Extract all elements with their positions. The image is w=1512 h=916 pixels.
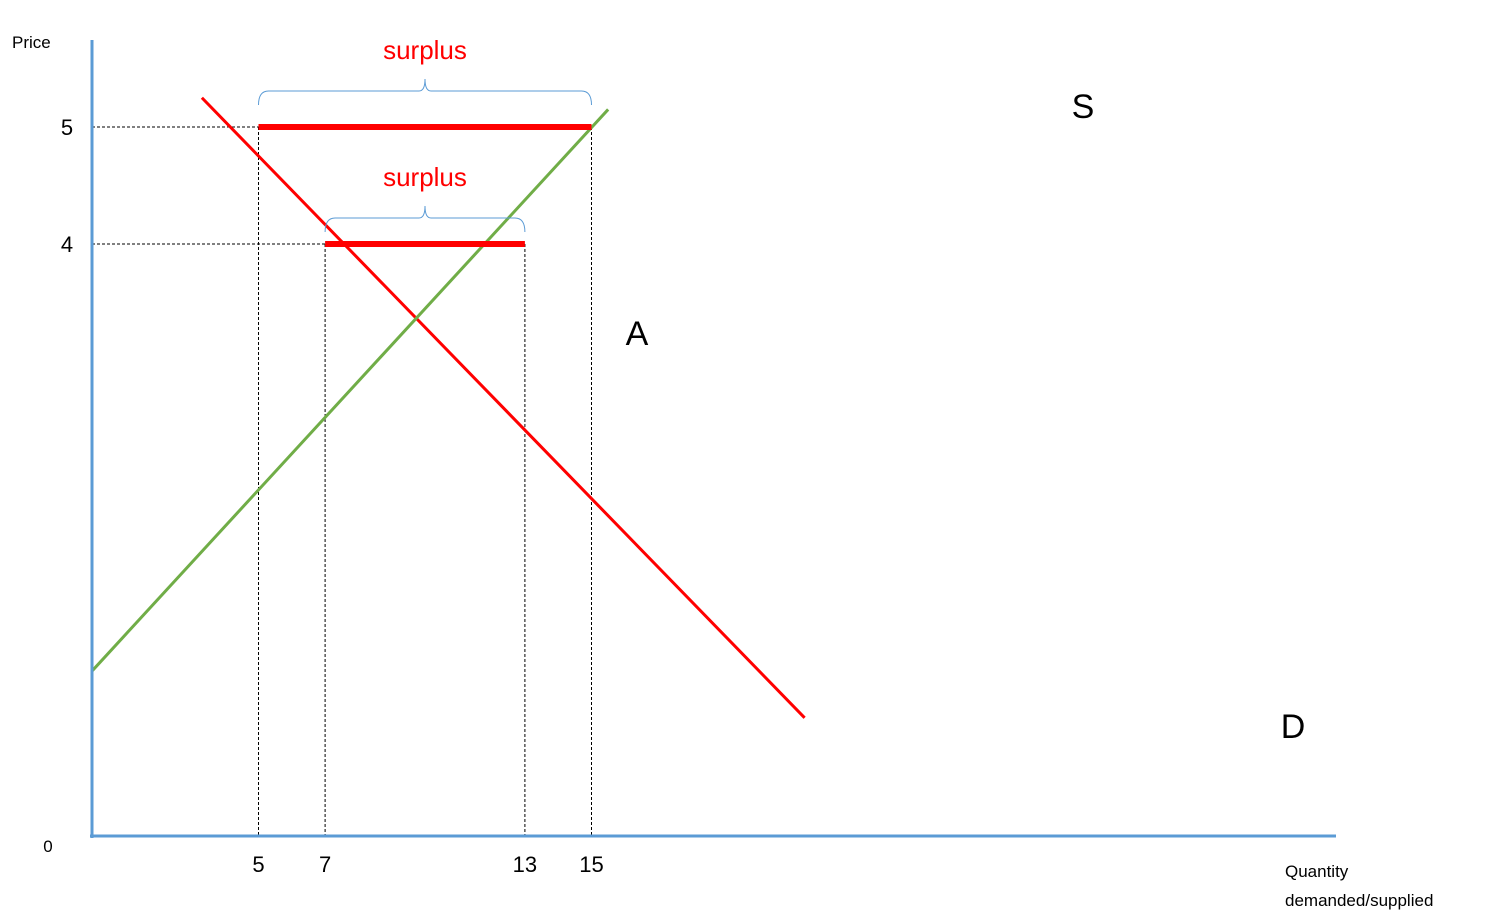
series-labels: D S A (626, 88, 1306, 746)
demand-curve (200, 96, 806, 719)
supply-label: S (1072, 88, 1095, 126)
x-tick-label-15: 15 (579, 852, 603, 877)
surplus-label-5: surplus (383, 35, 467, 65)
surplus-braces: surplus surplus (258, 35, 592, 233)
x-axis-label-line-2: demanded/supplied (1285, 891, 1433, 910)
curves (90, 96, 806, 719)
labels: Price 0 Quantity demanded/supplied (12, 33, 1433, 910)
y-axis-label: Price (12, 33, 51, 52)
axes (90, 40, 1336, 838)
x-axis-label-line-1: Quantity (1285, 862, 1349, 881)
equilibrium-point-label: A (626, 315, 649, 353)
y-tick-label-4: 4 (61, 232, 73, 257)
y-tick-label-5: 5 (61, 115, 73, 140)
origin-label: 0 (43, 837, 52, 856)
x-tick-label-13: 13 (513, 852, 537, 877)
surplus-brace-5 (258, 78, 592, 106)
tick-labels: 5 7 13 15 4 5 (61, 115, 604, 877)
x-tick-label-7: 7 (319, 852, 331, 877)
surplus-label-4: surplus (383, 162, 467, 192)
supply-curve (90, 108, 610, 673)
surplus-bars (258, 124, 592, 247)
demand-label: D (1281, 708, 1306, 746)
guide-lines (92, 126, 592, 836)
x-tick-label-5: 5 (252, 852, 264, 877)
surplus-brace-4 (324, 205, 526, 233)
